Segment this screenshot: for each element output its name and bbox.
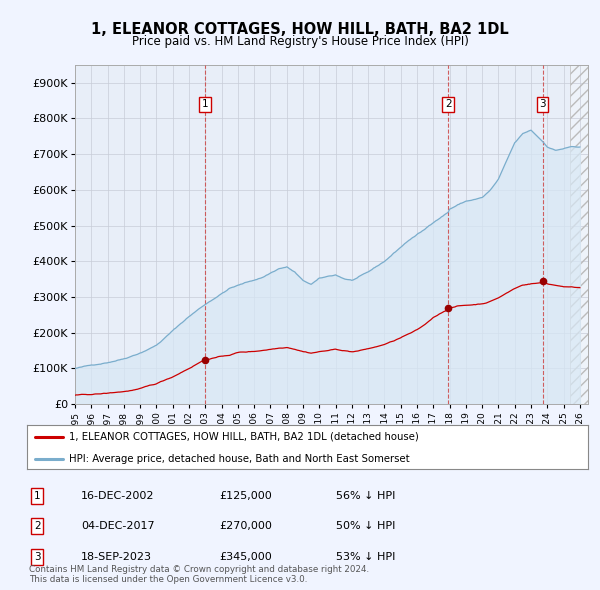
Text: 3: 3 (34, 552, 41, 562)
Text: £270,000: £270,000 (219, 522, 272, 531)
Text: 1, ELEANOR COTTAGES, HOW HILL, BATH, BA2 1DL (detached house): 1, ELEANOR COTTAGES, HOW HILL, BATH, BA2… (69, 432, 419, 442)
Text: Price paid vs. HM Land Registry's House Price Index (HPI): Price paid vs. HM Land Registry's House … (131, 35, 469, 48)
Bar (571, 65, 588, 404)
Bar (571, 65, 588, 404)
Text: Contains HM Land Registry data © Crown copyright and database right 2024.
This d: Contains HM Land Registry data © Crown c… (29, 565, 369, 584)
Text: 56% ↓ HPI: 56% ↓ HPI (336, 491, 395, 500)
Text: 2: 2 (445, 99, 452, 109)
Text: 04-DEC-2017: 04-DEC-2017 (81, 522, 155, 531)
Text: 3: 3 (539, 99, 546, 109)
Bar (571, 65, 588, 404)
Text: £125,000: £125,000 (219, 491, 272, 500)
Text: HPI: Average price, detached house, Bath and North East Somerset: HPI: Average price, detached house, Bath… (69, 454, 410, 464)
Text: 2: 2 (34, 522, 41, 531)
Text: 18-SEP-2023: 18-SEP-2023 (81, 552, 152, 562)
Text: 1: 1 (34, 491, 41, 500)
Text: 1, ELEANOR COTTAGES, HOW HILL, BATH, BA2 1DL: 1, ELEANOR COTTAGES, HOW HILL, BATH, BA2… (91, 22, 509, 37)
Text: £345,000: £345,000 (219, 552, 272, 562)
Text: 50% ↓ HPI: 50% ↓ HPI (336, 522, 395, 531)
Text: 53% ↓ HPI: 53% ↓ HPI (336, 552, 395, 562)
Text: 1: 1 (202, 99, 208, 109)
Text: 16-DEC-2002: 16-DEC-2002 (81, 491, 155, 500)
